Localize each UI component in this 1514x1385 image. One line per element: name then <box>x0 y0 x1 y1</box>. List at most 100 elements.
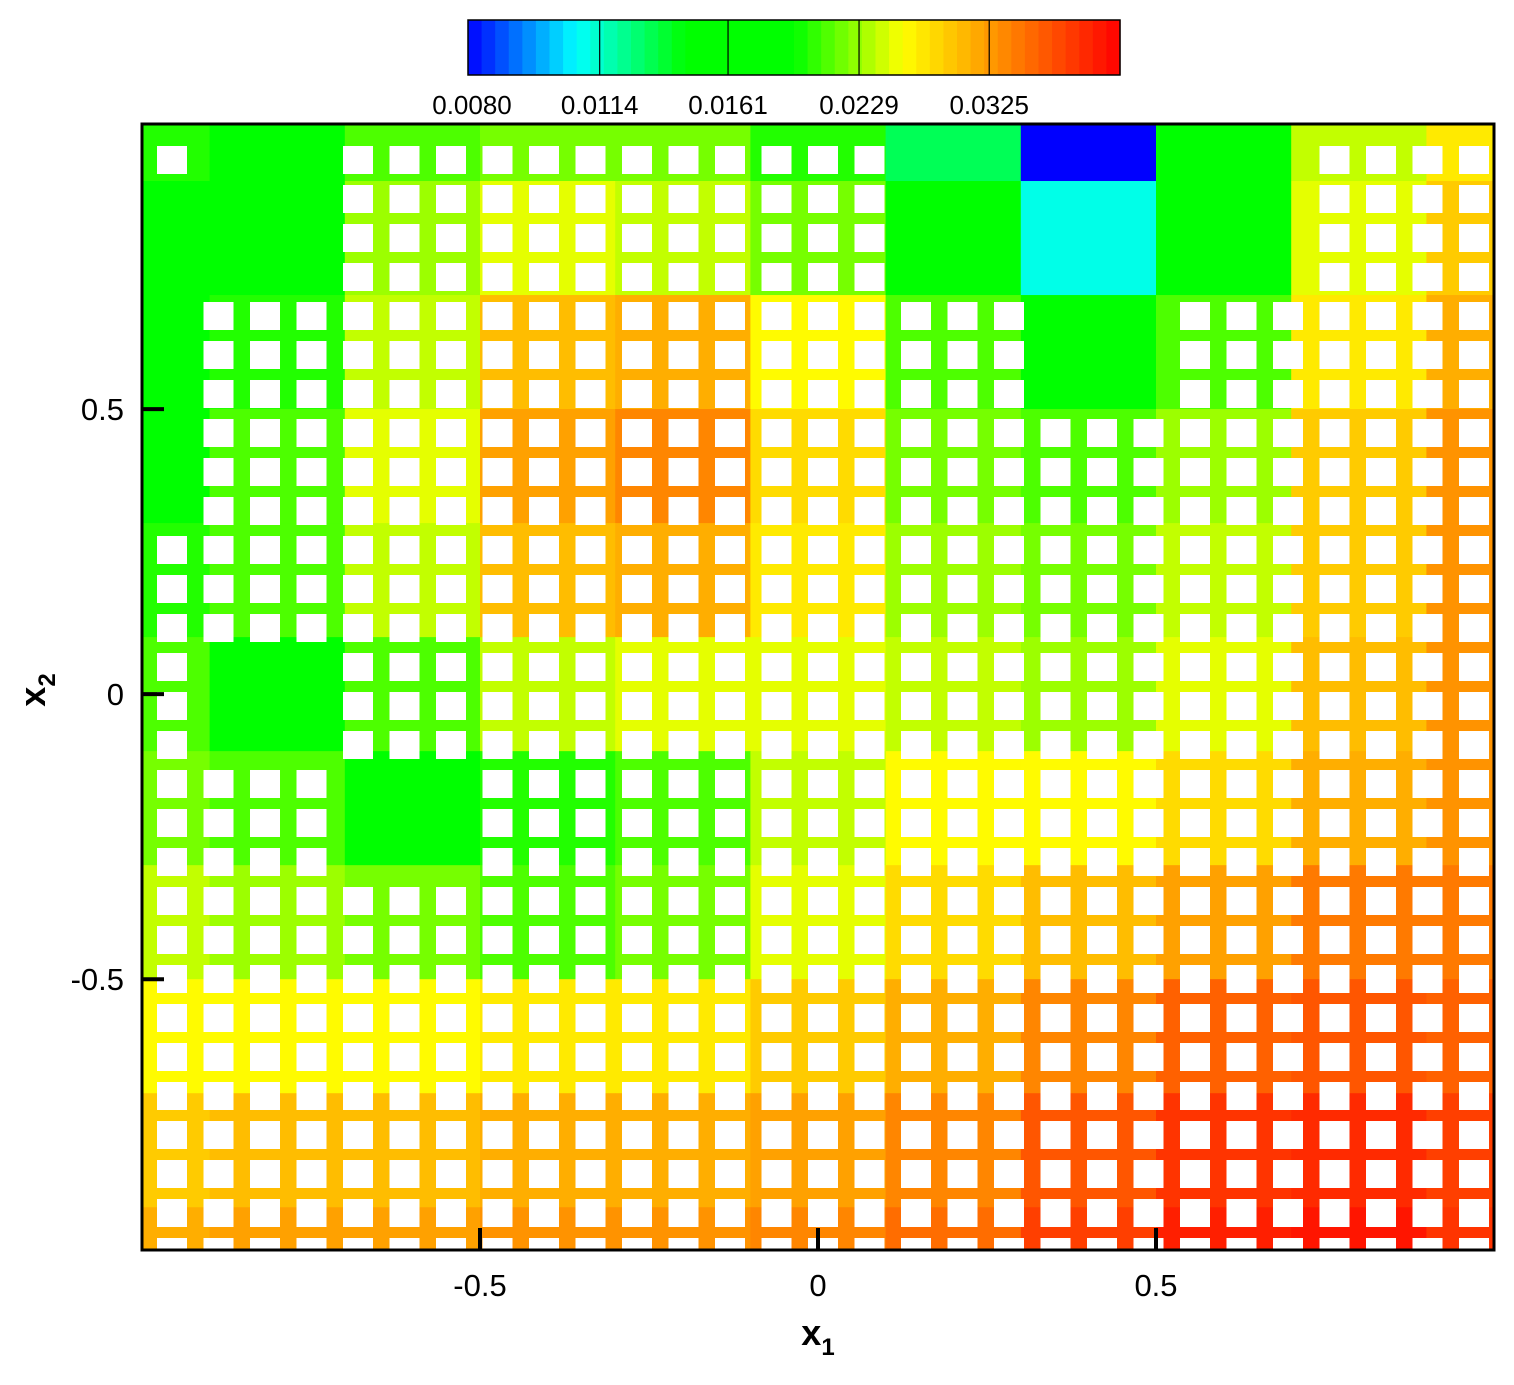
mesh-square <box>854 965 885 993</box>
mesh-square <box>1273 692 1303 720</box>
colorbar-band <box>590 20 605 75</box>
mesh-square <box>529 185 559 213</box>
mesh-square <box>715 224 745 252</box>
mesh-square <box>1133 848 1164 876</box>
mesh-square <box>1319 1199 1350 1227</box>
mesh-square <box>529 341 559 369</box>
mesh-square <box>1180 575 1210 603</box>
mesh-square <box>157 575 187 603</box>
mesh-square <box>157 1199 187 1227</box>
mesh-square <box>1180 1082 1210 1110</box>
mesh-square <box>575 1082 606 1110</box>
colorbar-band <box>617 20 632 75</box>
mesh-square <box>250 497 280 525</box>
mesh-square <box>1412 614 1443 642</box>
colorbar-band <box>834 20 849 75</box>
mesh-square <box>947 614 978 642</box>
colorbar-band <box>753 20 768 75</box>
mesh-square <box>389 1004 420 1032</box>
mesh-square <box>668 1004 699 1032</box>
mesh-square <box>994 848 1024 876</box>
mesh-square <box>1412 146 1443 174</box>
mesh-square <box>668 614 699 642</box>
mesh-square <box>1087 1199 1117 1227</box>
mesh-square <box>1040 458 1071 486</box>
colorbar-band <box>1106 20 1121 75</box>
mesh-square <box>296 1238 327 1250</box>
colorbar-band <box>535 20 551 75</box>
mesh-square <box>250 302 280 330</box>
mesh-square <box>994 575 1024 603</box>
mesh-square <box>529 809 559 837</box>
mesh-square <box>854 536 885 564</box>
mesh-square <box>947 575 978 603</box>
mesh-square <box>1040 1199 1071 1227</box>
mesh-square <box>482 926 513 954</box>
mesh-square <box>575 1043 606 1071</box>
field-cell <box>1020 865 1157 980</box>
mesh-square <box>1087 575 1117 603</box>
mesh-square <box>622 1082 652 1110</box>
field-cell <box>1291 295 1427 410</box>
mesh-square <box>1087 887 1117 915</box>
mesh-square <box>994 419 1024 447</box>
mesh-square <box>575 146 606 174</box>
mesh-square <box>1180 1121 1210 1149</box>
colorbar: 0.0080 0.0114 0.0161 0.0229 0.0325 <box>432 19 1121 120</box>
mesh-square <box>854 1238 885 1250</box>
mesh-square <box>1133 1238 1164 1250</box>
mesh-square <box>715 848 745 876</box>
mesh-square <box>901 1082 931 1110</box>
mesh-square <box>575 653 606 681</box>
mesh-square <box>296 575 327 603</box>
mesh-square <box>994 341 1024 369</box>
mesh-square <box>808 536 838 564</box>
mesh-square <box>529 731 559 759</box>
mesh-square <box>761 224 792 252</box>
mesh-square <box>1180 809 1210 837</box>
mesh-square <box>1133 770 1164 798</box>
mesh-square <box>250 1160 280 1188</box>
mesh-square <box>1273 731 1303 759</box>
mesh-square <box>808 497 838 525</box>
field-cell <box>1020 1093 1157 1208</box>
mesh-square <box>575 770 606 798</box>
mesh-square <box>482 341 513 369</box>
mesh-square <box>761 848 792 876</box>
field-cell <box>480 865 616 980</box>
mesh-square <box>296 380 327 408</box>
mesh-square <box>389 1082 420 1110</box>
field-cell <box>1291 637 1427 752</box>
mesh-square <box>1087 1160 1117 1188</box>
mesh-square <box>1040 497 1071 525</box>
colorbar-band <box>807 20 822 75</box>
y-axis-label: x2 <box>12 673 61 706</box>
mesh-square <box>1412 458 1443 486</box>
mesh-square <box>529 770 559 798</box>
mesh-square <box>622 770 652 798</box>
mesh-square <box>157 653 187 681</box>
mesh-square <box>1459 419 1489 447</box>
mesh-square <box>1319 965 1350 993</box>
mesh-square <box>529 926 559 954</box>
mesh-square <box>529 1121 559 1149</box>
mesh-square <box>1459 731 1489 759</box>
mesh-square <box>622 731 652 759</box>
field-cell <box>1156 295 1292 410</box>
mesh-square <box>203 887 234 915</box>
mesh-square <box>761 809 792 837</box>
mesh-square <box>901 380 931 408</box>
mesh-square <box>622 458 652 486</box>
mesh-square <box>1273 965 1303 993</box>
mesh-square <box>715 770 745 798</box>
mesh-square <box>203 380 234 408</box>
mesh-square <box>575 536 606 564</box>
mesh-square <box>1226 1121 1257 1149</box>
mesh-square <box>343 575 373 603</box>
colorbar-band <box>698 20 714 75</box>
mesh-square <box>1319 692 1350 720</box>
mesh-square <box>1459 458 1489 486</box>
mesh-square <box>761 536 792 564</box>
mesh-square <box>1412 185 1443 213</box>
mesh-square <box>529 263 559 291</box>
